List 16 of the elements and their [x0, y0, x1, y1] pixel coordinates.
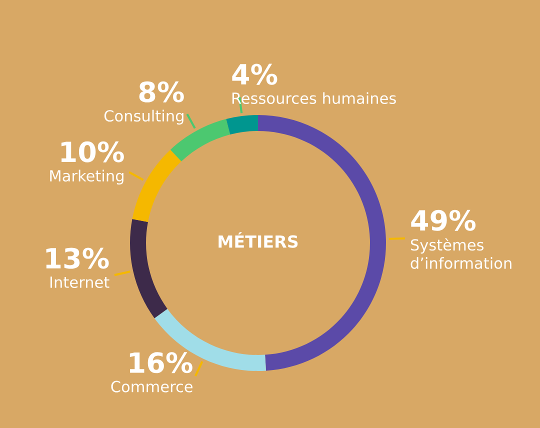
- donut-slice: [226, 115, 258, 135]
- data-label: 16%: [130, 352, 192, 374]
- donut-slice: [130, 219, 168, 318]
- donut-slice: [132, 150, 182, 222]
- data-label: 4%: [232, 64, 278, 85]
- slice-label: Commerce: [111, 380, 192, 392]
- slice-label: Internet: [50, 276, 110, 288]
- slice-label: Consulting: [104, 110, 184, 125]
- data-label: 49%: [411, 210, 476, 231]
- slice-label: Systèmes d’information: [410, 238, 512, 269]
- text: MÉTIERS: [218, 232, 298, 248]
- data-label: 13%: [46, 248, 109, 269]
- slice-label: Marketing: [50, 170, 124, 185]
- slice-label: Ressources humaines: [232, 92, 396, 104]
- data-label: 8%: [139, 81, 184, 102]
- data-label: 10%: [61, 141, 124, 162]
